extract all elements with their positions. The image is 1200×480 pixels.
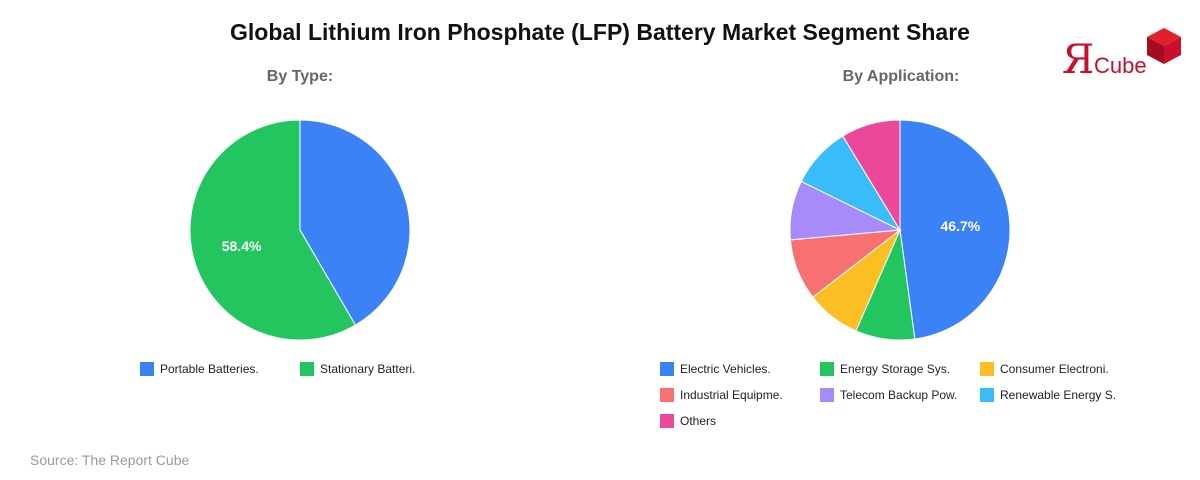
legend-label: Energy Storage Sys. <box>840 362 951 376</box>
legend-label: Others <box>680 414 717 428</box>
pie-slice-electric-vehicles[interactable] <box>899 119 1011 340</box>
legend-swatch <box>300 362 314 376</box>
legend-label: Consumer Electroni. <box>1000 362 1109 376</box>
source-note: Source: The Report Cube <box>30 452 190 468</box>
legend-swatch <box>140 362 154 376</box>
cube-icon <box>1147 28 1181 64</box>
legend-label: Electric Vehicles. <box>680 362 771 376</box>
legend-label: Telecom Backup Pow. <box>840 388 958 402</box>
legend-by-application: Electric Vehicles. Energy Storage Sys. Con… <box>660 362 1180 442</box>
legend-by-type: Portable Batteries. Stationary Batteri. <box>140 362 540 382</box>
data-label-stationary-batteri: 58.4% <box>222 238 262 254</box>
legend-swatch <box>980 388 994 402</box>
pie-slice-stationary-batteri[interactable] <box>189 119 357 341</box>
legend-swatch <box>980 362 994 376</box>
legend-label: Renewable Energy S. <box>1000 388 1117 402</box>
legend-label: Stationary Batteri. <box>320 362 416 376</box>
legend-label: Industrial Equipme. <box>680 388 783 402</box>
subtitle-by-type: By Type: <box>266 68 334 85</box>
pie-chart-by-type: 58.4% <box>189 119 411 341</box>
pie-slice-portable-batteries[interactable] <box>299 119 411 326</box>
pie-slice-others[interactable] <box>842 119 901 232</box>
subtitle-by-application: By Application: <box>842 68 960 85</box>
logo-letter: Я <box>1062 37 1095 83</box>
legend-swatch <box>820 388 834 402</box>
legend-swatch <box>820 362 834 376</box>
legend-label: Portable Batteries. <box>160 362 259 376</box>
legend-swatch <box>660 388 674 402</box>
pie-chart-by-application: 46.7% <box>789 119 1011 341</box>
chart-title: Global Lithium Iron Phosphate (LFP) Batt… <box>230 19 970 45</box>
legend-swatch <box>660 414 674 428</box>
legend-swatch <box>660 362 674 376</box>
report-cube-logo: Я Cube <box>1060 26 1185 82</box>
logo-wordmark: Cube <box>1094 53 1147 78</box>
data-label-electric-vehicles: 46.7% <box>941 218 981 234</box>
